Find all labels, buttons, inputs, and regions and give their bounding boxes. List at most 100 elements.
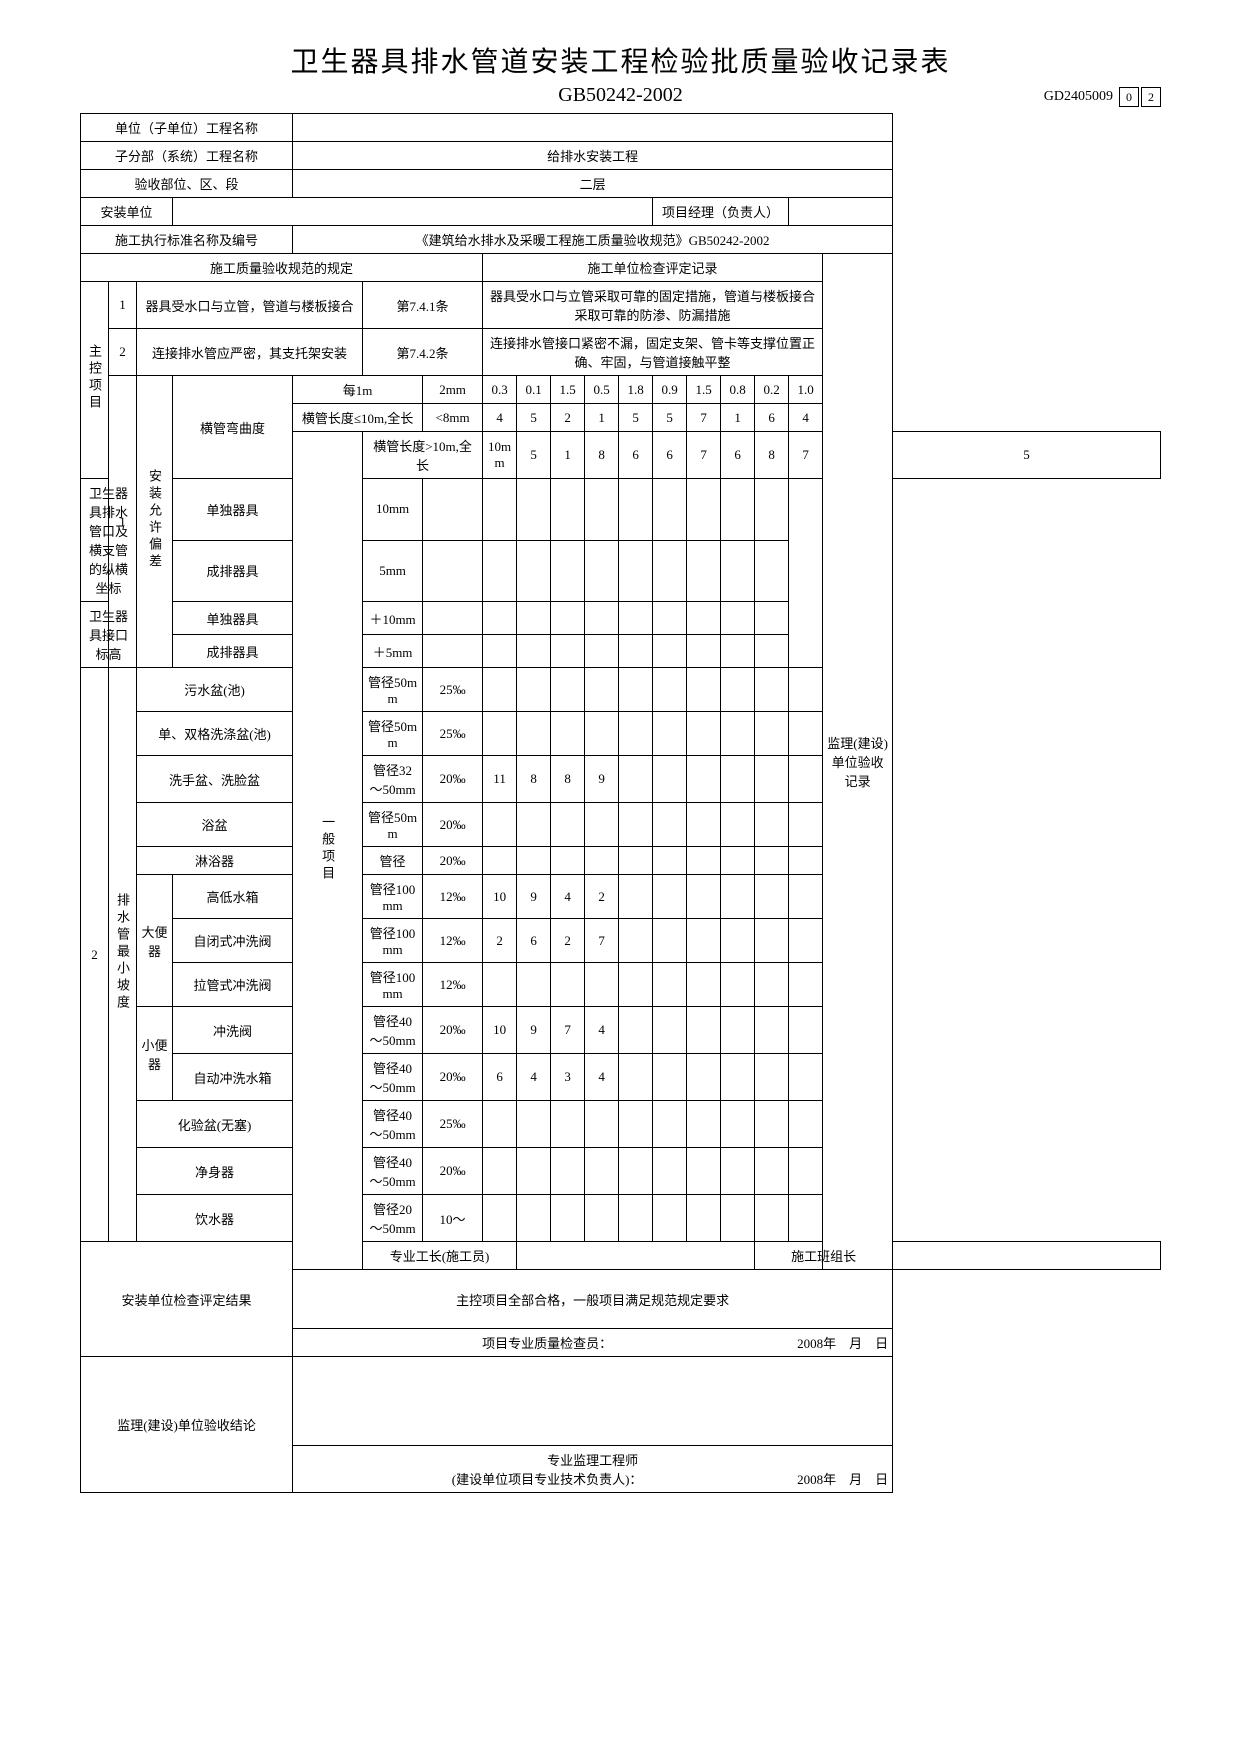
g1-group: 安装允许偏差 bbox=[137, 376, 173, 668]
label-install-unit: 安装单位 bbox=[81, 198, 173, 226]
g1-r7-tol: ＋5mm bbox=[363, 635, 423, 668]
cell: 5 bbox=[893, 432, 1161, 479]
cell: 12‰ bbox=[423, 875, 483, 919]
cell bbox=[619, 847, 653, 875]
row-toilet-0: 大便器 高低水箱 管径100mm 12‰ 10942 bbox=[81, 875, 1161, 919]
cell: 管径40～50mm bbox=[363, 1054, 423, 1101]
cell bbox=[687, 602, 721, 635]
supervise-blank bbox=[293, 1357, 893, 1446]
cell: 7 bbox=[789, 432, 823, 479]
cell bbox=[789, 1101, 823, 1148]
cell bbox=[721, 635, 755, 668]
cell: 4 bbox=[585, 1054, 619, 1101]
cell bbox=[551, 602, 585, 635]
cell bbox=[755, 963, 789, 1007]
cell: 拉管式冲洗阀 bbox=[173, 963, 293, 1007]
g1-r1-v3: 0.5 bbox=[585, 376, 619, 404]
row-unit-project: 单位（子单位）工程名称 bbox=[81, 114, 1161, 142]
header-supervisor: 监理(建设)单位验收记录 bbox=[823, 254, 893, 1270]
value-location: 二层 bbox=[293, 170, 893, 198]
cell bbox=[687, 668, 721, 712]
cell bbox=[653, 875, 687, 919]
cell: 6 bbox=[653, 432, 687, 479]
cell: 7 bbox=[585, 919, 619, 963]
g1-elev: 卫生器具接口标高 bbox=[81, 602, 137, 668]
cell: 5 bbox=[517, 432, 551, 479]
value-pm bbox=[789, 198, 893, 226]
cell: 25‰ bbox=[423, 1101, 483, 1148]
row-g1-5: 成排器具 5mm bbox=[81, 540, 1161, 602]
cell: 5 bbox=[619, 404, 653, 432]
cell bbox=[721, 1195, 755, 1242]
cell bbox=[653, 963, 687, 1007]
qc-row: 项目专业质量检查员： 2008年 月 日 bbox=[293, 1329, 893, 1357]
mainctrl-1-desc: 器具受水口与立管，管道与楼板接合 bbox=[137, 282, 363, 329]
cell bbox=[755, 1007, 789, 1054]
row-sub-project: 子分部（系统）工程名称 给排水安装工程 bbox=[81, 142, 1161, 170]
mainctrl-1-result: 器具受水口与立管采取可靠的固定措施，管道与楼板接合采取可靠的防渗、防漏措施 bbox=[483, 282, 823, 329]
cell bbox=[551, 963, 585, 1007]
cell: 自动冲洗水箱 bbox=[173, 1054, 293, 1101]
cell bbox=[721, 668, 755, 712]
seq-box-1: 0 bbox=[1119, 87, 1139, 107]
cell bbox=[585, 479, 619, 541]
row-g1-6: 卫生器具接口标高 单独器具 ＋10mm bbox=[81, 602, 1161, 635]
cell: 6 bbox=[721, 432, 755, 479]
cell bbox=[483, 963, 517, 1007]
cell: 3 bbox=[551, 1054, 585, 1101]
row-standard: 施工执行标准名称及编号 《建筑给水排水及采暖工程施工质量验收规范》GB50242… bbox=[81, 226, 1161, 254]
cell: 管径100mm bbox=[363, 875, 423, 919]
cell: 10 bbox=[483, 1007, 517, 1054]
value-install-unit bbox=[173, 198, 653, 226]
cell bbox=[551, 803, 585, 847]
row-location: 验收部位、区、段 二层 bbox=[81, 170, 1161, 198]
cell bbox=[755, 602, 789, 635]
cell: 6 bbox=[755, 404, 789, 432]
mainctrl-2-desc: 连接排水管应严密，其支托架安装 bbox=[137, 329, 363, 376]
g1-bend-label: 横管弯曲度 bbox=[173, 376, 293, 479]
cell bbox=[687, 847, 721, 875]
cell bbox=[517, 963, 551, 1007]
cell bbox=[585, 668, 619, 712]
value-unit-project bbox=[293, 114, 893, 142]
g1-r1-v2: 1.5 bbox=[551, 376, 585, 404]
cell: 2 bbox=[551, 404, 585, 432]
g1-r1-v0: 0.3 bbox=[483, 376, 517, 404]
header-spec: 施工质量验收规范的规定 bbox=[81, 254, 483, 282]
cell bbox=[755, 479, 789, 541]
cell: 6 bbox=[619, 432, 653, 479]
cell bbox=[653, 540, 687, 602]
cell bbox=[653, 1195, 687, 1242]
cell bbox=[687, 756, 721, 803]
cell bbox=[755, 756, 789, 803]
install-result-text: 主控项目全部合格，一般项目满足规范规定要求 bbox=[293, 1270, 893, 1329]
cell: 高低水箱 bbox=[173, 875, 293, 919]
cell bbox=[517, 803, 551, 847]
cell bbox=[619, 1101, 653, 1148]
label-mainctrl: 主控项目 bbox=[81, 282, 109, 479]
cell: 1 bbox=[551, 432, 585, 479]
engineer-label: 专业监理工程师 bbox=[297, 1450, 888, 1469]
cell bbox=[653, 1148, 687, 1195]
g1-r6-tol: ＋10mm bbox=[363, 602, 423, 635]
cell bbox=[517, 602, 551, 635]
cell: 9 bbox=[517, 875, 551, 919]
cell: 10 bbox=[483, 875, 517, 919]
cell bbox=[653, 712, 687, 756]
toilet-label: 大便器 bbox=[137, 875, 173, 1007]
cell bbox=[585, 540, 619, 602]
cell: 6 bbox=[517, 919, 551, 963]
label-standard: 施工执行标准名称及编号 bbox=[81, 226, 293, 254]
g2-r1-name: 单、双格洗涤盆(池) bbox=[137, 712, 293, 756]
cell bbox=[619, 875, 653, 919]
cell bbox=[585, 963, 619, 1007]
cell bbox=[755, 1101, 789, 1148]
g1-r1-v8: 0.2 bbox=[755, 376, 789, 404]
g1-pipecoord: 卫生器具排水管口及横支管的纵横坐标 bbox=[81, 479, 137, 602]
g1-r1-v7: 0.8 bbox=[721, 376, 755, 404]
mainctrl-1-clause: 第7.4.1条 bbox=[363, 282, 483, 329]
cell bbox=[483, 712, 517, 756]
cell bbox=[551, 1195, 585, 1242]
cell bbox=[755, 1195, 789, 1242]
cell: 4 bbox=[789, 404, 823, 432]
